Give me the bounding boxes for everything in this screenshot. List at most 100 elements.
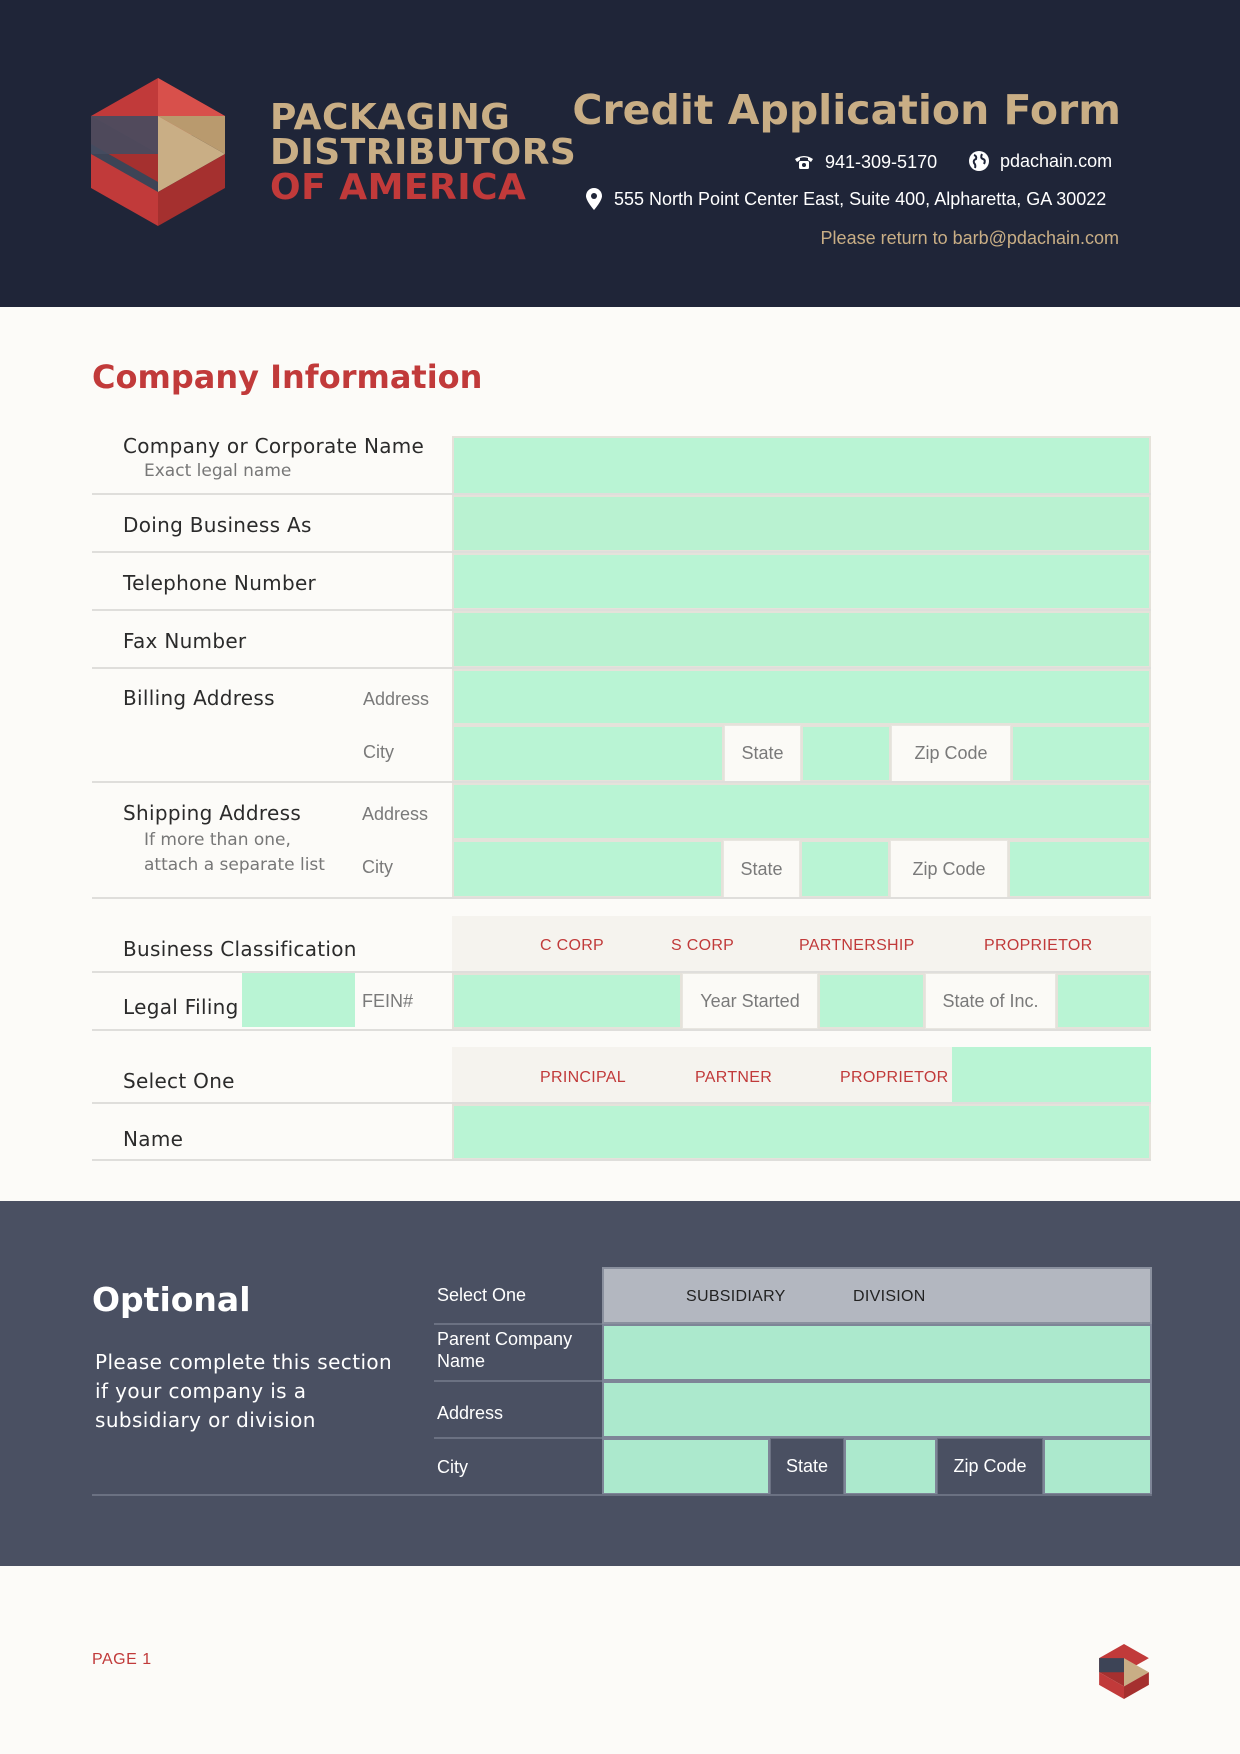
- option-proprietor-role[interactable]: PROPRIETOR: [840, 1069, 949, 1086]
- address-contact: 555 North Point Center East, Suite 400, …: [586, 188, 1106, 210]
- optional-city-label: City: [437, 1457, 468, 1477]
- shipping-city-label: City: [362, 857, 393, 877]
- year-started-label: Year Started: [682, 973, 818, 1029]
- brand-name: PACKAGING DISTRIBUTORS OF AMERICA: [270, 97, 577, 208]
- phone-number: 941-309-5170: [825, 151, 938, 172]
- parent-company-label-1: Parent Company: [437, 1329, 573, 1349]
- state-of-inc-field[interactable]: [1056, 973, 1151, 1029]
- page-number: PAGE 1: [92, 1651, 152, 1668]
- row-divider: [92, 971, 1151, 973]
- business-classification-label: Business Classification: [123, 937, 357, 961]
- row-divider: [434, 1380, 602, 1382]
- shipping-hint-1: If more than one,: [144, 830, 291, 850]
- option-proprietor[interactable]: PROPRIETOR: [984, 937, 1093, 954]
- row-divider: [92, 1102, 1151, 1104]
- shipping-state-field[interactable]: [800, 840, 890, 898]
- telephone-label: Telephone Number: [123, 571, 317, 595]
- billing-zip-label: Zip Code: [891, 725, 1011, 782]
- select-one-options: [452, 1047, 952, 1102]
- option-partnership[interactable]: PARTNERSHIP: [799, 937, 915, 954]
- option-subsidiary[interactable]: SUBSIDIARY: [686, 1288, 786, 1305]
- business-classification-options: [452, 916, 1151, 972]
- company-info-heading: Company Information: [92, 358, 483, 396]
- optional-state-field[interactable]: [844, 1438, 937, 1495]
- billing-city-label: City: [363, 742, 394, 762]
- option-principal[interactable]: PRINCIPAL: [540, 1069, 626, 1086]
- brand-line-2: DISTRIBUTORS: [270, 132, 577, 173]
- shipping-city-field[interactable]: [452, 840, 723, 898]
- shipping-address-label: Shipping Address: [123, 801, 302, 825]
- shipping-address-field[interactable]: [452, 783, 1151, 840]
- billing-zip-field[interactable]: [1011, 725, 1151, 782]
- row-divider: [92, 897, 1151, 899]
- corporate-name-label: Company or Corporate Name: [123, 434, 425, 458]
- shipping-hint-2: attach a separate list: [144, 855, 325, 875]
- optional-state-label: State: [770, 1438, 844, 1495]
- billing-state-field[interactable]: [801, 725, 891, 782]
- location-pin-icon: [586, 188, 602, 210]
- billing-state-label: State: [724, 725, 801, 782]
- row-divider: [92, 551, 1151, 553]
- row-divider: [92, 781, 1151, 783]
- dba-field[interactable]: [452, 495, 1151, 552]
- optional-address-field[interactable]: [602, 1381, 1152, 1438]
- year-started-field[interactable]: [818, 973, 925, 1029]
- page-title: Credit Application Form: [572, 86, 1121, 134]
- fein-label: FEIN#: [362, 991, 414, 1011]
- company-address: 555 North Point Center East, Suite 400, …: [614, 188, 1107, 209]
- row-divider: [92, 1029, 1151, 1031]
- legal-filing-field[interactable]: [242, 973, 355, 1027]
- brand-line-1: PACKAGING: [270, 97, 511, 138]
- shipping-zip-field[interactable]: [1008, 840, 1151, 898]
- legal-filing-label: Legal Filing: [123, 995, 239, 1019]
- optional-heading: Optional: [92, 1280, 251, 1319]
- return-note: Please return to barb@pdachain.com: [820, 228, 1119, 248]
- option-partner[interactable]: PARTNER: [695, 1069, 773, 1086]
- state-of-inc-label: State of Inc.: [925, 973, 1056, 1029]
- phone-contact: 941-309-5170: [793, 151, 937, 173]
- optional-select-options: [602, 1267, 1152, 1324]
- optional-zip-label: Zip Code: [937, 1438, 1043, 1495]
- billing-address-field[interactable]: [452, 669, 1151, 725]
- parent-company-label-2: Name: [437, 1351, 486, 1371]
- company-logo: [91, 78, 225, 226]
- telephone-field[interactable]: [452, 553, 1151, 610]
- brand-line-3: OF AMERICA: [270, 167, 527, 208]
- shipping-state-label: State: [723, 840, 800, 898]
- corporate-name-hint: Exact legal name: [144, 461, 292, 481]
- globe-icon: [968, 150, 990, 172]
- select-one-field[interactable]: [952, 1047, 1151, 1102]
- shipping-zip-label: Zip Code: [890, 840, 1008, 898]
- row-divider: [434, 1323, 602, 1325]
- option-division[interactable]: DIVISION: [853, 1288, 926, 1305]
- phone-icon: [793, 151, 815, 173]
- fax-label: Fax Number: [123, 629, 247, 653]
- option-s-corp[interactable]: S CORP: [671, 937, 735, 954]
- optional-description: Please complete this section if your com…: [95, 1350, 393, 1432]
- billing-address-sublabel: Address: [363, 689, 430, 709]
- select-one-label: Select One: [123, 1069, 235, 1093]
- optional-city-field[interactable]: [602, 1438, 770, 1495]
- row-divider: [92, 609, 1151, 611]
- footer-logo: [1099, 1644, 1149, 1699]
- billing-city-field[interactable]: [452, 725, 724, 782]
- option-c-corp[interactable]: C CORP: [540, 937, 605, 954]
- optional-select-one-label: Select One: [437, 1285, 527, 1305]
- row-divider: [92, 493, 1151, 495]
- row-divider: [92, 1159, 1151, 1161]
- optional-address-label: Address: [437, 1403, 504, 1423]
- name-label: Name: [123, 1127, 184, 1151]
- row-divider: [92, 667, 1151, 669]
- optional-zip-field[interactable]: [1043, 1438, 1152, 1495]
- fax-field[interactable]: [452, 611, 1151, 668]
- row-divider: [434, 1437, 602, 1439]
- dba-label: Doing Business As: [123, 513, 312, 537]
- name-field[interactable]: [452, 1104, 1151, 1160]
- website-contact: pdachain.com: [968, 150, 1112, 172]
- parent-company-field[interactable]: [602, 1324, 1152, 1381]
- row-divider: [92, 1494, 1152, 1496]
- corporate-name-field[interactable]: [452, 436, 1151, 495]
- website-link[interactable]: pdachain.com: [1000, 150, 1113, 171]
- billing-address-label: Billing Address: [123, 686, 275, 710]
- fein-field[interactable]: [452, 973, 682, 1029]
